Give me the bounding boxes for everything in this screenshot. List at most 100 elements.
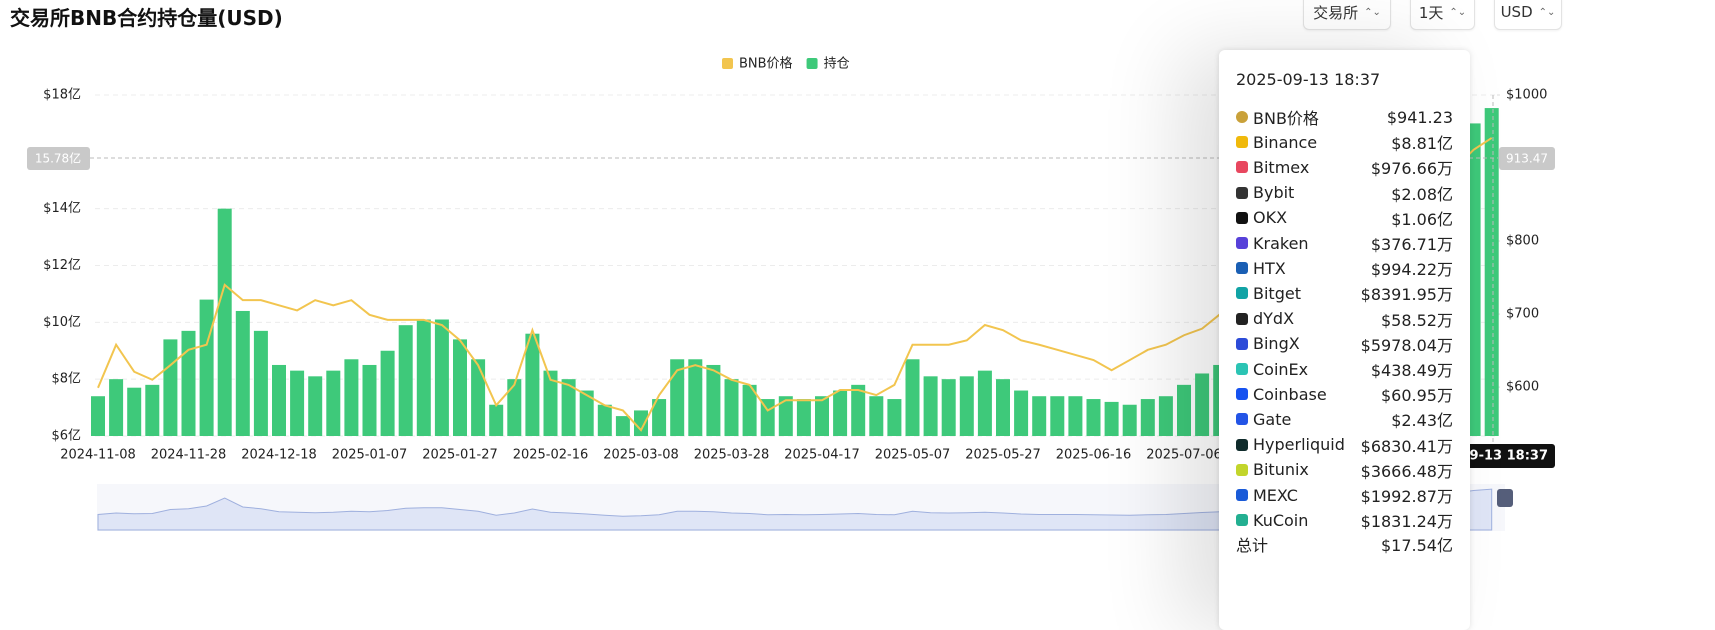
tooltip-row: Bitunix $3666.48万 bbox=[1236, 458, 1453, 482]
bar bbox=[398, 325, 413, 436]
tooltip-row: Binance $8.81亿 bbox=[1236, 130, 1453, 154]
bar bbox=[815, 396, 829, 436]
exchange-icon bbox=[1236, 363, 1248, 375]
x-tick-label: 2025-06-16 bbox=[1056, 448, 1132, 463]
bar bbox=[326, 370, 341, 436]
bar bbox=[543, 370, 558, 436]
bar bbox=[869, 396, 884, 436]
tooltip-total: 总计 $17.54亿 bbox=[1236, 532, 1453, 556]
bar bbox=[525, 333, 540, 436]
bar bbox=[1195, 373, 1210, 436]
bar bbox=[362, 364, 377, 436]
tooltip-row: BingX $5978.04万 bbox=[1236, 332, 1453, 356]
title: 交易所BNB合约持仓量(USD) bbox=[10, 6, 283, 30]
tooltip-row: Coinbase $60.95万 bbox=[1236, 382, 1453, 406]
bar bbox=[471, 359, 486, 436]
row-name: HTX bbox=[1253, 258, 1286, 278]
y2-tick-label: $600 bbox=[1506, 380, 1539, 395]
row-name: Gate bbox=[1253, 409, 1292, 429]
bar bbox=[652, 399, 667, 436]
bar bbox=[380, 350, 395, 436]
bar bbox=[905, 359, 920, 436]
x-tick-label: 2025-02-16 bbox=[513, 448, 589, 463]
row-value: $2.08亿 bbox=[1391, 184, 1453, 204]
row-value: $1831.24万 bbox=[1360, 512, 1453, 532]
tooltip-row: Bybit $2.08亿 bbox=[1236, 181, 1453, 205]
exchange-icon bbox=[1236, 489, 1248, 501]
legend-label: BNB价格 bbox=[739, 56, 793, 72]
bar bbox=[996, 379, 1010, 436]
exchange-icon bbox=[1236, 287, 1248, 300]
bar bbox=[977, 370, 992, 436]
bar bbox=[1158, 396, 1173, 436]
bar bbox=[1177, 384, 1191, 436]
tooltip-row: dYdX $58.52万 bbox=[1236, 307, 1453, 331]
bar bbox=[688, 359, 703, 436]
button-label: 交易所 bbox=[1313, 3, 1359, 22]
bar bbox=[217, 208, 232, 436]
bar bbox=[308, 376, 323, 436]
x-tick-label: 2025-01-27 bbox=[422, 448, 498, 463]
row-value: $994.22万 bbox=[1370, 260, 1453, 280]
x-tick-label: 2025-03-28 bbox=[694, 448, 770, 463]
bar bbox=[941, 379, 956, 436]
tooltip-row: Kraken $376.71万 bbox=[1236, 231, 1453, 255]
bar bbox=[959, 376, 974, 436]
row-value: $3666.48万 bbox=[1360, 461, 1453, 481]
row-name: KuCoin bbox=[1253, 510, 1309, 530]
exchange-select[interactable]: 交易所 ⌃⌄ bbox=[1303, 0, 1391, 30]
tooltip-row: CoinEx $438.49万 bbox=[1236, 357, 1453, 381]
exchange-icon bbox=[1236, 111, 1248, 123]
bar bbox=[923, 376, 938, 436]
bar bbox=[489, 404, 504, 436]
row-value: $58.52万 bbox=[1381, 310, 1453, 330]
tooltip-time: 2025-09-13 18:37 bbox=[1236, 70, 1381, 89]
exchange-icon bbox=[1236, 186, 1248, 199]
exchange-icon bbox=[1236, 463, 1248, 476]
bar bbox=[199, 299, 214, 436]
page: {"header":{"title":"交易所BNB合约持仓量(USD)","b… bbox=[10, 0, 1562, 555]
tooltip: 2025-09-13 18:37 BNB价格 $941.23 Binance $8.8… bbox=[1219, 50, 1470, 630]
bar bbox=[253, 330, 268, 436]
x-tick-label: 2025-05-07 bbox=[875, 448, 951, 463]
row-value: $60.95万 bbox=[1381, 386, 1453, 406]
crosshair-y2-box bbox=[1499, 147, 1555, 170]
tooltip-row: HTX $994.22万 bbox=[1236, 256, 1453, 280]
tooltip-row: BNB价格 $941.23 bbox=[1236, 105, 1453, 129]
bar bbox=[1104, 401, 1119, 436]
bar bbox=[145, 384, 160, 436]
bar bbox=[1466, 123, 1481, 437]
legend-swatch bbox=[806, 58, 818, 69]
bar bbox=[833, 390, 848, 436]
bar bbox=[579, 390, 594, 436]
button-label: USD bbox=[1500, 3, 1533, 21]
row-name: dYdX bbox=[1253, 309, 1295, 329]
x-tick-label: 2024-11-08 bbox=[60, 448, 136, 463]
interval-select[interactable]: 1天 ⌃⌄ bbox=[1410, 0, 1475, 30]
row-value: $8.81亿 bbox=[1391, 134, 1453, 154]
tooltip-row: OKX $1.06亿 bbox=[1236, 206, 1453, 230]
row-value: $5978.04万 bbox=[1360, 335, 1453, 355]
exchange-icon bbox=[1236, 161, 1248, 174]
bar bbox=[1050, 396, 1065, 436]
bar bbox=[507, 379, 522, 436]
bar bbox=[416, 319, 431, 436]
row-value: $941.23 bbox=[1386, 107, 1453, 127]
bar bbox=[127, 387, 142, 436]
bar bbox=[670, 359, 685, 436]
bar bbox=[887, 399, 902, 436]
bar bbox=[434, 319, 449, 436]
bar bbox=[1140, 399, 1155, 436]
tooltip-row: Bitmex $976.66万 bbox=[1236, 155, 1453, 179]
x-tick-label: 2025-05-27 bbox=[965, 448, 1041, 463]
exchange-icon bbox=[1236, 438, 1248, 451]
row-value: $6830.41万 bbox=[1360, 436, 1453, 456]
bar bbox=[706, 364, 721, 436]
bar bbox=[235, 310, 250, 436]
bar bbox=[1014, 390, 1029, 436]
y-tick-label: $14亿 bbox=[43, 201, 81, 216]
exchange-icon bbox=[1236, 312, 1248, 325]
x-tick-label: 2024-12-18 bbox=[241, 448, 317, 463]
currency-select[interactable]: USD ⌃⌄ bbox=[1494, 0, 1562, 30]
row-name: OKX bbox=[1253, 208, 1288, 228]
